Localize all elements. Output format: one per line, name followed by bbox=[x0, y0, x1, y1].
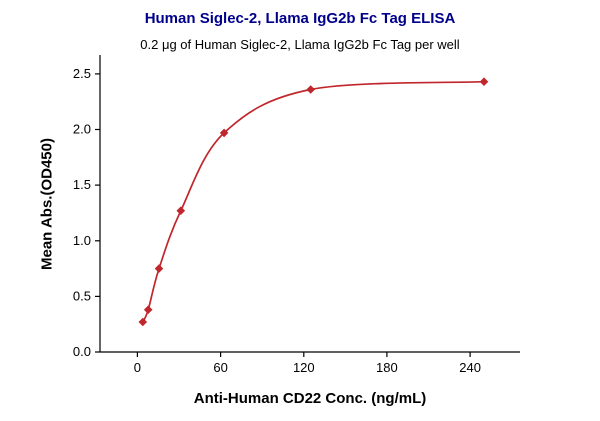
data-point-diamond bbox=[479, 77, 489, 86]
y-tick-label: 1.0 bbox=[73, 233, 91, 248]
x-axis-label: Anti-Human CD22 Conc. (ng/mL) bbox=[193, 390, 427, 407]
data-point-diamond bbox=[154, 264, 164, 273]
chart-subtitle: 0.2 μg of Human Siglec-2, Llama IgG2b Fc… bbox=[140, 37, 460, 52]
y-tick-label: 0.5 bbox=[73, 288, 91, 303]
x-tick-label: 0 bbox=[134, 360, 141, 375]
y-tick-label: 2.5 bbox=[73, 66, 91, 81]
data-point-diamond bbox=[306, 85, 315, 94]
x-tick-label: 240 bbox=[459, 360, 481, 375]
y-tick-label: 2.0 bbox=[73, 122, 91, 137]
x-tick-label: 180 bbox=[376, 360, 398, 375]
data-point-diamond bbox=[143, 305, 153, 314]
data-point-diamond bbox=[176, 206, 186, 215]
y-tick-label: 1.5 bbox=[73, 177, 91, 192]
y-tick-label: 0.0 bbox=[73, 344, 91, 359]
x-tick-label: 120 bbox=[293, 360, 315, 375]
data-point-diamond bbox=[138, 317, 148, 327]
x-tick-label: 60 bbox=[213, 360, 227, 375]
fit-curve bbox=[142, 80, 485, 323]
chart-title: Human Siglec-2, Llama IgG2b Fc Tag ELISA bbox=[144, 10, 456, 27]
data-point-diamond bbox=[219, 128, 229, 138]
